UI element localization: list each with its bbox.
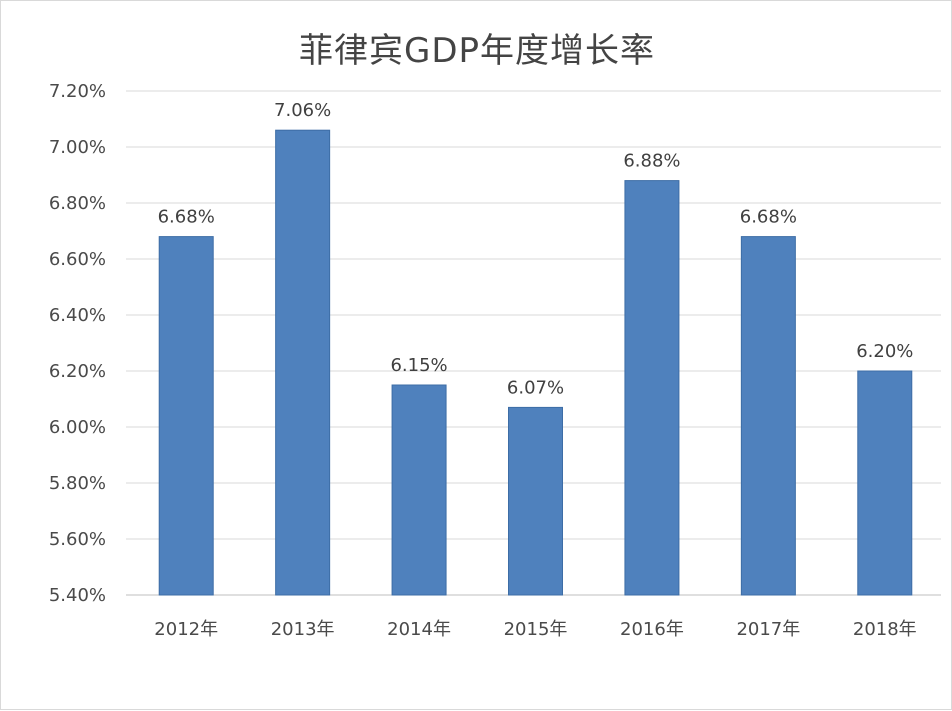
x-tick-label: 2013年: [271, 619, 335, 640]
data-label: 6.68%: [158, 207, 215, 228]
y-tick-label: 5.40%: [49, 585, 106, 606]
y-tick-label: 7.00%: [49, 137, 106, 158]
bar: [508, 406, 563, 596]
y-tick-label: 6.60%: [49, 249, 106, 270]
x-tick-label: 2016年: [620, 619, 684, 640]
data-label: 6.20%: [856, 341, 913, 362]
x-tick-label: 2012年: [154, 619, 218, 640]
x-tick-label: 2018年: [853, 619, 917, 640]
data-label: 6.88%: [623, 151, 680, 172]
y-tick-label: 6.80%: [49, 193, 106, 214]
y-tick-label: 6.00%: [49, 417, 106, 438]
y-tick-label: 7.20%: [49, 81, 106, 102]
y-tick-label: 5.80%: [49, 473, 106, 494]
y-tick-label: 6.20%: [49, 361, 106, 382]
x-tick-label: 2014年: [387, 619, 451, 640]
y-tick-label: 6.40%: [49, 305, 106, 326]
bar: [275, 129, 331, 596]
data-label: 6.07%: [507, 377, 564, 398]
bar: [624, 180, 680, 596]
data-label: 6.15%: [390, 355, 447, 376]
data-label: 6.68%: [740, 207, 797, 228]
bar: [391, 384, 447, 596]
y-tick-label: 5.60%: [49, 529, 106, 550]
bar: [158, 236, 214, 596]
bar: [740, 236, 796, 596]
chart-title: 菲律宾GDP年度增长率: [298, 31, 656, 71]
x-tick-label: 2017年: [736, 619, 800, 640]
x-tick-label: 2015年: [504, 619, 568, 640]
bar: [857, 370, 913, 596]
data-label: 7.06%: [274, 100, 331, 121]
